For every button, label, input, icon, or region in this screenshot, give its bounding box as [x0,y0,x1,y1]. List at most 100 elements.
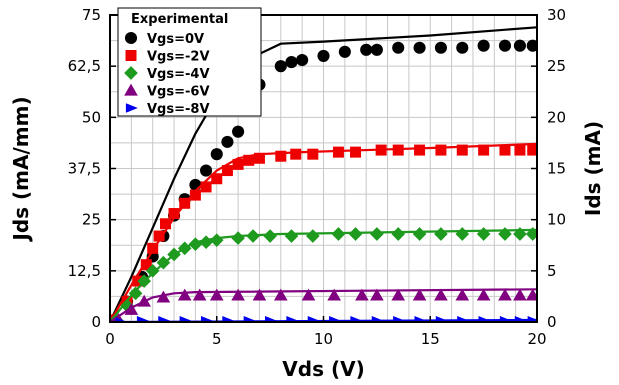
data-point [153,230,165,242]
data-point [188,237,203,252]
data-point [167,247,181,262]
y-left-tick-label: 25 [82,211,101,229]
y-left-tick-label: 37,5 [68,160,101,178]
data-point [457,315,470,322]
data-point [371,315,384,322]
y-left-tick-label: 0 [91,313,101,331]
legend-marker [125,103,138,113]
data-point [498,288,512,301]
data-point [355,288,369,301]
x-axis-title: Vds (V) [282,357,364,381]
data-point [199,235,213,249]
data-point [177,241,192,256]
data-point [232,125,245,138]
y-right-tick-label: 5 [547,262,557,280]
series-3 [110,288,537,322]
data-point [513,288,527,301]
data-point [331,227,346,241]
data-point [200,315,213,322]
data-point [221,165,233,177]
data-point [513,227,527,241]
data-point [514,144,526,156]
data-point [455,227,470,241]
series-layer [110,26,537,322]
data-point [307,315,320,322]
data-point [499,315,512,322]
data-point [263,229,277,243]
data-point [498,39,512,52]
data-point [307,148,319,160]
data-point [526,39,537,52]
x-tick-label: 20 [527,330,546,348]
y-right-tick-label: 0 [547,313,557,331]
data-point [147,242,159,254]
data-point [348,227,363,241]
y-left-tick-label: 62,5 [68,57,101,75]
data-point [252,288,267,301]
data-point [221,135,234,148]
data-point [209,288,224,301]
data-point [435,315,448,322]
y-right-tick-label: 20 [547,108,566,126]
data-point [128,286,143,301]
data-point [412,288,427,301]
data-point [265,315,277,322]
data-point [168,208,180,220]
data-point [273,288,288,301]
x-tick-label: 10 [314,330,333,348]
data-point [327,288,341,301]
data-point [360,43,373,56]
legend-box [117,7,262,117]
data-point [158,315,171,322]
data-point [317,49,330,62]
legend-label: Vgs=-8V [147,102,210,117]
data-point [370,227,384,241]
legend-marker [124,66,138,80]
data-point [156,255,171,270]
data-point [525,227,537,241]
data-point [192,288,207,301]
data-point [179,197,191,209]
data-point [434,288,448,301]
data-point [476,288,491,301]
data-point [200,164,213,177]
legend-items: Vgs=0V Vgs=-2V Vgs=-4V Vgs=-6V Vgs=-8V [124,31,210,117]
data-point [285,56,298,69]
data-point [499,144,511,156]
data-point [435,144,447,156]
data-point [301,288,316,301]
data-point [189,189,201,201]
data-point [478,315,491,322]
data-point [274,60,287,73]
data-point [393,315,406,322]
y-left-tick-label: 75 [82,6,101,24]
y-right-tick-label: 25 [547,57,566,75]
data-point [413,41,426,54]
data-point [498,227,512,241]
data-point [434,227,448,241]
data-point [434,41,447,54]
data-point [275,150,287,162]
data-point [370,43,383,56]
legend-label: Vgs=0V [147,32,204,47]
y-left-tick-label: 50 [82,108,101,126]
data-point [290,148,302,160]
data-point [124,302,139,315]
data-point [476,227,491,241]
data-point [414,144,426,156]
data-point [156,290,171,303]
data-point [392,144,404,156]
legend-marker [124,83,138,96]
legend-title: Experimental [131,12,228,27]
data-point [243,315,256,322]
data-point [160,218,172,230]
data-point [392,41,405,54]
x-tick-label: 0 [105,330,115,348]
series-1 [110,142,537,322]
data-point [477,39,490,52]
y-right-tick-label: 15 [547,160,566,178]
data-point [412,227,427,241]
data-point [140,259,152,271]
data-point [306,229,320,243]
axes-ticks [109,14,538,323]
